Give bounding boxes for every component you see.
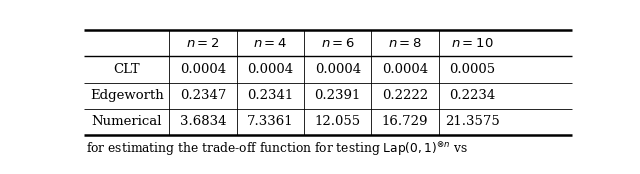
Text: 16.729: 16.729 (382, 115, 428, 128)
Text: 0.2234: 0.2234 (449, 89, 495, 102)
Text: CLT: CLT (113, 63, 140, 76)
Text: Numerical: Numerical (92, 115, 162, 128)
Text: 0.0005: 0.0005 (449, 63, 495, 76)
Text: 12.055: 12.055 (315, 115, 361, 128)
Text: 0.2391: 0.2391 (315, 89, 361, 102)
Text: 0.0004: 0.0004 (315, 63, 361, 76)
Text: for estimating the trade-off function for testing $\mathrm{Lap}(0, 1)^{\otimes n: for estimating the trade-off function fo… (86, 140, 468, 158)
Text: $n = 10$: $n = 10$ (451, 37, 494, 50)
Text: $n = 8$: $n = 8$ (388, 37, 422, 50)
Text: 0.2341: 0.2341 (247, 89, 294, 102)
Text: 0.0004: 0.0004 (247, 63, 294, 76)
Text: 21.3575: 21.3575 (445, 115, 500, 128)
Text: 3.6834: 3.6834 (180, 115, 227, 128)
Text: 0.2347: 0.2347 (180, 89, 227, 102)
Text: 0.0004: 0.0004 (382, 63, 428, 76)
Text: $n = 2$: $n = 2$ (186, 37, 220, 50)
Text: Edgeworth: Edgeworth (90, 89, 164, 102)
Text: 0.0004: 0.0004 (180, 63, 226, 76)
Text: $n = 4$: $n = 4$ (253, 37, 287, 50)
Text: $n = 6$: $n = 6$ (321, 37, 355, 50)
Text: 0.2222: 0.2222 (382, 89, 428, 102)
Text: 7.3361: 7.3361 (247, 115, 294, 128)
